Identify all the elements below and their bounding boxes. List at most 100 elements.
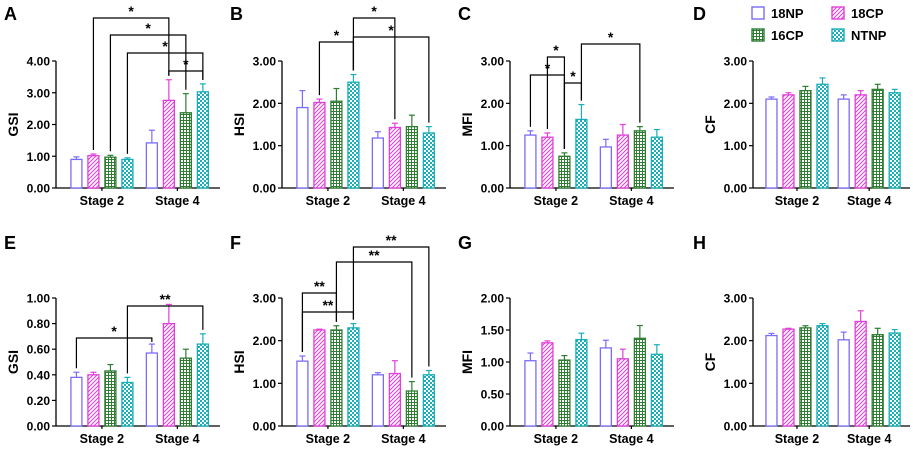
legend-label: 18CP: [851, 6, 884, 21]
bar-18cp: [313, 329, 326, 427]
bar-16cp: [799, 89, 812, 189]
bar-18cp: [854, 94, 867, 189]
bar-18cp: [162, 322, 176, 427]
bar-18np: [296, 360, 309, 427]
bar-ntnp: [121, 158, 134, 189]
y-axis-label: GSI: [5, 112, 21, 136]
y-tick-label: 2.00: [481, 292, 505, 306]
significance-bracket: [352, 246, 430, 367]
bar-18np: [765, 334, 778, 427]
y-tick-label: 2.00: [27, 118, 51, 132]
bar-ntnp: [888, 92, 901, 189]
legend-item-18np: 18NP: [751, 6, 804, 21]
significance-label: *: [553, 42, 559, 58]
x-tick-label: Stage 4: [847, 432, 892, 446]
panel-e: E GSI 0.00 0.20 0.40 0.60 0.80 1.00 Stage 2 Stage…: [4, 233, 220, 446]
x-tick-label: Stage 4: [155, 432, 200, 446]
bar-16cp: [633, 130, 647, 189]
bar-18np: [296, 106, 309, 189]
y-tick-label: 1.00: [253, 377, 277, 391]
y-tick-label: 0.00: [481, 182, 505, 196]
bar-18np: [765, 98, 778, 189]
significance-bracket: [126, 52, 204, 154]
y-tick-label: 3.00: [481, 55, 505, 69]
bar-18cp: [616, 358, 630, 427]
bar-18np: [70, 158, 83, 189]
significance-bracket: [126, 305, 204, 374]
bar-ntnp: [816, 83, 829, 189]
bar-18cp: [313, 101, 326, 189]
y-tick-label: 1.00: [27, 150, 51, 164]
x-tick-label: Stage 4: [847, 194, 892, 208]
bar-16cp: [799, 327, 812, 427]
x-tick-label: Stage 2: [306, 194, 351, 208]
significance-label: **: [386, 232, 397, 248]
y-tick-label: 0.40: [27, 368, 51, 382]
panel-letter: D: [693, 4, 706, 24]
y-axis-label: MFI: [459, 350, 475, 374]
y-tick-label: 4.00: [27, 55, 51, 69]
bar-18np: [70, 376, 83, 427]
bar-ntnp: [422, 374, 436, 427]
bar-ntnp: [650, 353, 664, 427]
bar-16cp: [405, 125, 419, 189]
bar-18np: [524, 134, 537, 189]
significance-label: *: [111, 323, 117, 339]
significance-label: **: [314, 278, 325, 294]
x-tick-label: Stage 2: [534, 432, 579, 446]
legend-swatch: [831, 28, 845, 42]
x-tick-label: Stage 2: [534, 194, 579, 208]
significance-bracket: [335, 261, 413, 378]
y-tick-label: 0.20: [27, 394, 51, 408]
bar-18np: [837, 98, 850, 189]
bar-18np: [145, 352, 159, 427]
bar-16cp: [104, 370, 117, 427]
y-axis-label: HSI: [231, 350, 247, 373]
y-tick-label: 1.00: [481, 139, 505, 153]
panel-letter: C: [458, 4, 471, 24]
y-tick-label: 3.00: [724, 292, 748, 306]
significance-label: *: [145, 20, 151, 36]
bar-18cp: [854, 320, 867, 427]
panel-b: B HSI 0.00 1.00 2.00 3.00 Stage 2 Stage 4 * * *: [230, 3, 446, 208]
significance-label: *: [162, 38, 168, 54]
y-tick-label: 0.00: [724, 182, 748, 196]
bar-16cp: [558, 359, 571, 427]
y-tick-label: 2.00: [253, 334, 277, 348]
y-axis-label: HSI: [231, 113, 247, 136]
significance-bracket: [75, 337, 153, 369]
significance-label: *: [334, 27, 340, 43]
y-tick-label: 1.00: [481, 356, 505, 370]
legend-label: 18NP: [771, 6, 804, 21]
x-tick-label: Stage 4: [609, 432, 654, 446]
y-tick-label: 2.00: [253, 97, 277, 111]
bar-16cp: [179, 357, 193, 427]
panel-f: F HSI 0.00 1.00 2.00 3.00 Stage 2 Stage 4 ** ** **…: [230, 232, 446, 446]
panel-h: H CF 0.00 1.00 2.00 3.00 Stage 2 Stage 4: [693, 233, 910, 446]
x-tick-label: Stage 2: [306, 432, 351, 446]
bar-18cp: [782, 328, 795, 427]
y-tick-label: 2.00: [724, 97, 748, 111]
significance-bracket: [92, 17, 170, 151]
legend-label: NTNP: [851, 28, 887, 43]
panel-letter: B: [230, 4, 243, 24]
y-tick-label: 0.00: [27, 182, 51, 196]
y-tick-label: 1.00: [724, 377, 748, 391]
y-tick-label: 0.00: [481, 420, 505, 434]
bar-16cp: [330, 100, 343, 189]
bar-18cp: [616, 134, 630, 189]
bar-ntnp: [888, 332, 901, 427]
panel-d: D CF 0.00 1.00 2.00 3.00 Stage 2 Stage 4: [693, 4, 910, 208]
y-tick-label: 1.00: [724, 139, 748, 153]
bar-18np: [371, 374, 385, 427]
bar-18np: [145, 142, 159, 189]
x-tick-label: Stage 2: [775, 194, 820, 208]
panel-g: G MFI 0.00 0.50 1.00 1.50 2.00 Stage 2 Stage 4: [458, 233, 674, 446]
bar-ntnp: [575, 338, 588, 427]
bar-ntnp: [196, 343, 210, 427]
bar-18cp: [87, 374, 100, 427]
legend-item-ntnp: NTNP: [831, 28, 887, 43]
y-tick-label: 3.00: [27, 86, 51, 100]
